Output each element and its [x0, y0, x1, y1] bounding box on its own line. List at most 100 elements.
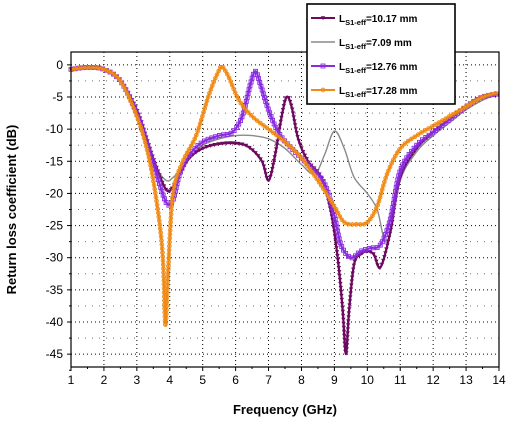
y-tick-label: -35	[46, 283, 64, 297]
data-point	[464, 104, 469, 109]
data-point	[182, 154, 188, 159]
series-lines	[68, 64, 500, 356]
data-point	[392, 153, 398, 159]
data-point	[193, 150, 199, 155]
data-point	[295, 151, 300, 156]
data-point	[264, 176, 269, 181]
data-point	[257, 120, 263, 126]
data-point	[293, 127, 299, 132]
data-point	[436, 125, 442, 131]
data-point	[349, 283, 354, 288]
data-point	[312, 173, 317, 178]
data-point	[228, 79, 234, 84]
axis-ticks: 1 2 3 4 5 6 7 8 9 10 11 12 13 140-5-10-15-20-25-30-35…	[46, 58, 506, 387]
x-tick-label: 4	[166, 373, 173, 387]
data-point	[373, 206, 379, 211]
data-point	[287, 99, 293, 104]
data-point	[192, 136, 198, 142]
data-point	[282, 100, 287, 105]
data-point	[337, 277, 343, 282]
data-point	[294, 131, 299, 136]
y-tick-label: -5	[52, 90, 63, 104]
data-point	[470, 99, 476, 105]
data-point	[286, 96, 291, 101]
legend-item: LS1-eff=12.76 mm	[311, 62, 417, 75]
data-point	[119, 80, 124, 86]
data-point	[274, 147, 279, 152]
data-point	[248, 113, 254, 118]
data-point	[386, 235, 392, 240]
data-point	[297, 154, 303, 159]
data-point	[274, 132, 279, 138]
data-point	[416, 139, 422, 145]
data-point	[346, 315, 351, 320]
data-point	[163, 200, 169, 205]
data-point	[184, 150, 190, 156]
data-point	[342, 333, 347, 338]
data-point	[218, 65, 223, 70]
data-point	[107, 69, 113, 75]
data-point	[307, 166, 313, 172]
data-point	[335, 210, 341, 216]
data-point	[216, 142, 221, 147]
data-point	[131, 105, 136, 111]
data-point	[299, 146, 304, 151]
data-point	[336, 265, 342, 270]
data-point	[271, 159, 277, 164]
data-point	[340, 309, 346, 314]
data-point	[263, 172, 269, 177]
data-point	[236, 141, 241, 146]
data-point	[343, 251, 349, 256]
data-point	[278, 119, 283, 124]
data-point	[341, 325, 347, 330]
data-point	[274, 143, 280, 148]
legend-item: LS1-eff=17.28 mm	[311, 86, 417, 99]
data-point	[341, 329, 347, 334]
data-point	[373, 255, 378, 260]
data-point	[346, 319, 351, 324]
data-point	[111, 71, 116, 77]
data-point	[345, 339, 350, 344]
data-point	[414, 142, 420, 148]
legend-box	[306, 3, 456, 105]
data-point	[129, 102, 135, 107]
data-point	[338, 281, 343, 286]
x-tick-label: 10	[361, 373, 375, 387]
x-tick-label: 6	[232, 373, 239, 387]
data-point	[114, 74, 119, 79]
data-point	[345, 331, 350, 336]
x-tick-label: 3	[134, 373, 141, 387]
y-tick-label: -20	[46, 186, 64, 200]
data-point	[446, 114, 452, 119]
data-point	[367, 249, 373, 254]
data-point	[267, 127, 273, 133]
data-point	[339, 217, 345, 223]
data-point	[181, 157, 186, 163]
data-point	[253, 151, 258, 156]
data-point	[123, 87, 128, 93]
data-point	[250, 148, 255, 153]
legend-label: LS1-eff=10.17 mm	[339, 14, 417, 27]
data-point	[426, 126, 431, 131]
data-point	[374, 259, 379, 264]
data-point	[389, 161, 394, 166]
data-point	[260, 160, 265, 165]
data-point	[320, 16, 326, 21]
data-point	[300, 157, 305, 162]
data-point	[453, 110, 459, 115]
data-point	[337, 273, 342, 278]
data-point	[262, 168, 268, 173]
x-tick-label: 11	[394, 373, 407, 387]
data-point	[280, 107, 286, 112]
data-point	[279, 115, 284, 120]
data-point	[228, 130, 234, 136]
data-point	[383, 175, 388, 181]
data-point	[296, 138, 301, 143]
data-point	[204, 145, 209, 149]
data-point	[429, 130, 435, 136]
data-point	[386, 168, 391, 173]
data-point	[132, 109, 138, 115]
legend-item: LS1-eff=7.09 mm	[311, 38, 412, 51]
x-tick-label: 13	[459, 373, 473, 387]
data-point	[238, 100, 244, 106]
